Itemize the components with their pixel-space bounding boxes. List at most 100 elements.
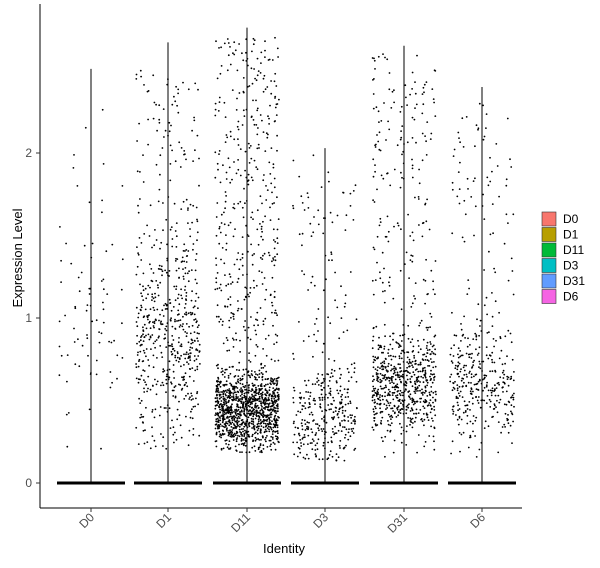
jitter-point-d3 <box>328 454 331 456</box>
jitter-point-d11 <box>269 409 271 412</box>
jitter-point-d31 <box>428 393 431 396</box>
jitter-point-d1 <box>184 357 187 360</box>
jitter-point-d11 <box>261 376 264 379</box>
jitter-point-d6 <box>485 384 488 387</box>
jitter-point-d6 <box>509 332 512 335</box>
jitter-point-d6 <box>487 184 490 187</box>
jitter-point-d11 <box>264 401 267 403</box>
jitter-point-d1 <box>182 328 185 331</box>
jitter-point-d6 <box>478 334 480 337</box>
jitter-point-d3 <box>301 202 304 204</box>
jitter-point-d3 <box>315 455 317 458</box>
jitter-point-d31 <box>426 341 429 344</box>
jitter-point-d6 <box>475 456 478 458</box>
jitter-point-d6 <box>451 408 454 411</box>
jitter-point-d11 <box>271 420 273 423</box>
jitter-point-d1 <box>185 415 187 418</box>
jitter-point-d1 <box>188 349 191 351</box>
jitter-point-d31 <box>374 164 376 167</box>
jitter-point-d3 <box>327 385 330 387</box>
jitter-point-d11 <box>232 318 235 320</box>
jitter-point-d6 <box>457 353 459 356</box>
jitter-point-d11 <box>255 284 258 287</box>
jitter-point-d31 <box>394 378 397 381</box>
jitter-point-d31 <box>422 391 424 394</box>
jitter-point-d1 <box>168 344 171 347</box>
jitter-point-d6 <box>507 222 509 225</box>
jitter-point-d3 <box>336 412 339 415</box>
jitter-point-d11 <box>260 383 263 385</box>
jitter-point-d31 <box>405 384 408 387</box>
jitter-point-d11 <box>253 445 256 448</box>
jitter-point-d11 <box>250 420 253 423</box>
jitter-point-d31 <box>417 434 420 436</box>
jitter-point-d6 <box>472 415 475 417</box>
jitter-point-d31 <box>407 362 410 365</box>
jitter-point-d3 <box>334 406 337 409</box>
jitter-point-d11 <box>237 307 240 310</box>
jitter-point-d31 <box>372 355 375 358</box>
jitter-point-d3 <box>304 379 306 382</box>
jitter-point-d6 <box>500 431 502 434</box>
jitter-point-d0 <box>109 371 112 373</box>
jitter-point-d1 <box>136 325 139 328</box>
jitter-point-d3 <box>344 436 346 439</box>
jitter-point-d0 <box>101 108 104 111</box>
jitter-point-d11 <box>252 439 255 442</box>
jitter-point-d3 <box>322 441 325 444</box>
jitter-point-d11 <box>228 166 231 169</box>
jitter-point-d11 <box>217 110 220 112</box>
jitter-point-d1 <box>193 116 196 119</box>
jitter-point-d31 <box>422 381 425 384</box>
jitter-point-d11 <box>255 99 257 102</box>
jitter-point-d3 <box>342 426 344 428</box>
jitter-point-d0 <box>86 334 88 336</box>
jitter-point-d11 <box>217 380 220 383</box>
jitter-point-d11 <box>218 403 221 406</box>
jitter-point-d3 <box>307 391 310 393</box>
jitter-point-d11 <box>225 368 228 371</box>
jitter-point-d1 <box>147 375 150 378</box>
jitter-point-d11 <box>262 238 264 241</box>
jitter-point-d11 <box>248 413 251 415</box>
jitter-point-d11 <box>218 391 220 394</box>
jitter-point-d11 <box>250 373 253 375</box>
jitter-point-d1 <box>178 303 181 306</box>
jitter-point-d11 <box>218 226 221 228</box>
jitter-point-d6 <box>483 427 486 429</box>
jitter-point-d11 <box>221 421 224 424</box>
jitter-point-d11 <box>225 284 228 287</box>
jitter-point-d31 <box>431 373 434 376</box>
jitter-point-d11 <box>251 412 254 415</box>
jitter-point-d11 <box>215 315 218 318</box>
jitter-point-d31 <box>372 429 375 431</box>
jitter-point-d6 <box>451 188 454 191</box>
jitter-point-d6 <box>469 390 472 393</box>
jitter-point-d1 <box>187 209 189 211</box>
jitter-point-d31 <box>386 377 388 380</box>
jitter-point-d11 <box>219 181 222 184</box>
jitter-point-d3 <box>347 416 349 418</box>
jitter-point-d11 <box>248 422 250 425</box>
jitter-point-d11 <box>258 398 261 400</box>
jitter-point-d6 <box>475 335 478 338</box>
jitter-point-d31 <box>371 380 374 383</box>
jitter-point-d6 <box>502 386 504 389</box>
jitter-point-d11 <box>216 399 219 402</box>
jitter-point-d1 <box>178 326 181 328</box>
jitter-point-d11 <box>239 423 242 426</box>
jitter-point-d3 <box>316 381 318 383</box>
jitter-point-d3 <box>327 316 329 319</box>
jitter-point-d31 <box>422 86 425 89</box>
jitter-point-d31 <box>422 369 424 372</box>
jitter-point-d0 <box>83 244 86 247</box>
jitter-point-d31 <box>388 284 391 287</box>
jitter-point-d3 <box>318 458 321 461</box>
jitter-point-d1 <box>138 397 141 400</box>
jitter-point-d3 <box>292 204 294 207</box>
jitter-point-d3 <box>334 271 336 274</box>
jitter-point-d31 <box>416 451 418 454</box>
jitter-point-d11 <box>248 162 251 164</box>
jitter-point-d31 <box>373 358 376 361</box>
jitter-point-d11 <box>256 423 259 426</box>
